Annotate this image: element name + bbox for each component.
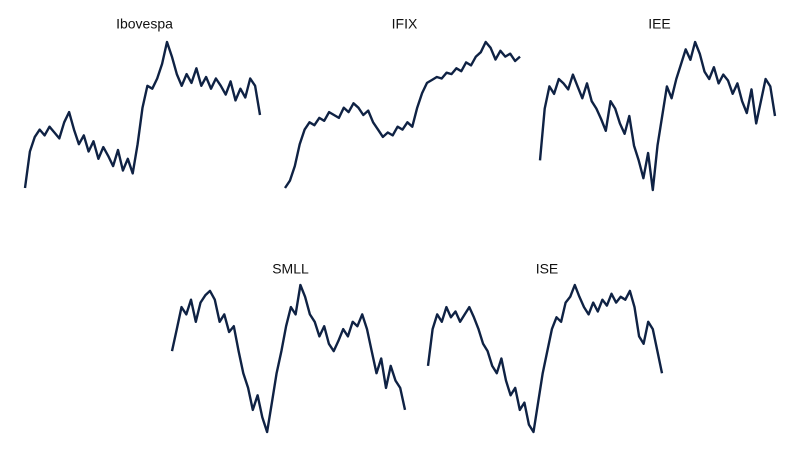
chart-title: Ibovespa xyxy=(116,16,173,32)
line xyxy=(284,40,521,189)
line xyxy=(23,40,262,189)
chart-title: IFIX xyxy=(392,16,418,32)
line xyxy=(538,40,777,192)
line xyxy=(170,283,407,434)
line xyxy=(426,283,664,434)
chart-title: SMLL xyxy=(272,261,309,277)
chart-title: IEE xyxy=(648,16,671,32)
chart-title: ISE xyxy=(536,261,559,277)
